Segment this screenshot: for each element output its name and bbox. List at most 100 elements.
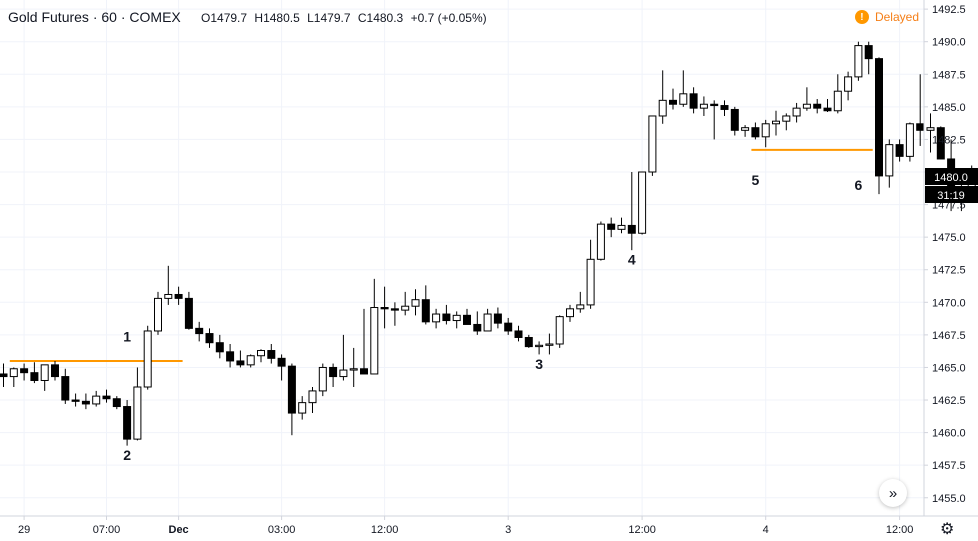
price-tick-label: 1475.0 — [932, 232, 966, 244]
countdown-badge-text: 31:19 — [937, 190, 965, 202]
candle-body-up — [143, 330, 152, 388]
symbol-header[interactable]: Gold Futures · 60 · COMEX — [8, 9, 181, 25]
candle — [751, 122, 760, 140]
candle-body-up — [246, 355, 255, 366]
annotation-label: 6 — [855, 177, 863, 193]
candle — [885, 139, 894, 188]
candle-body-down — [51, 364, 59, 378]
price-tick-label: 1457.5 — [932, 460, 966, 472]
candle-body-down — [504, 322, 513, 332]
candle — [699, 96, 708, 116]
candle — [813, 99, 822, 114]
candle-body-down — [102, 395, 111, 400]
candle-body-down — [71, 399, 80, 402]
time-axis[interactable]: 29 07:00 Dec 03:00 12:00 3 12:00 4 12:00 — [18, 516, 913, 536]
price-tick-label: 1460.0 — [932, 428, 966, 440]
price-axis[interactable]: 1455.0 1457.5 1460.0 1462.5 1465.0 1467.5 1470… — [924, 4, 966, 505]
high-value: 1480.5 — [263, 11, 300, 25]
close-value: 1480.3 — [366, 11, 404, 25]
price-tick-label: 1472.5 — [932, 265, 966, 277]
candle-body-down — [524, 336, 533, 348]
candle-body-down — [184, 297, 193, 329]
low-label: L — [307, 11, 314, 25]
candle — [493, 307, 502, 329]
annotation-label: 1 — [123, 328, 131, 344]
candle — [463, 308, 471, 325]
candle — [143, 325, 152, 390]
candle-body-down — [875, 58, 883, 177]
candle-body-down — [277, 357, 286, 367]
gear-icon[interactable]: ⚙ — [940, 521, 955, 538]
candle — [473, 311, 482, 335]
candle — [916, 74, 925, 146]
candle — [81, 393, 90, 410]
candle — [257, 349, 265, 363]
price-badge-price: 1480.0 — [934, 172, 968, 184]
candle-body-up — [586, 258, 595, 306]
candle-body-down — [493, 313, 502, 324]
candle — [112, 396, 121, 410]
candle — [772, 110, 780, 136]
candle-body-down — [205, 333, 214, 344]
candle-body-up — [741, 127, 750, 131]
candle — [555, 315, 564, 348]
candle-body-up — [411, 299, 420, 307]
annotations: 1 2 3 4 5 6 — [123, 172, 862, 463]
candle-body-up — [339, 369, 348, 378]
candle-body-up — [885, 144, 894, 177]
candle-body-down — [627, 224, 636, 234]
time-tick-label: 29 — [18, 524, 30, 536]
candle-body-down — [710, 103, 719, 107]
candle — [504, 317, 513, 335]
candle-body-down — [514, 330, 523, 338]
time-tick-label: 12:00 — [371, 524, 399, 536]
time-tick-label: 4 — [763, 524, 769, 536]
candle — [102, 389, 111, 403]
candle-body-down — [823, 107, 832, 112]
low-value: 1479.7 — [313, 11, 351, 25]
candle-body-up — [483, 313, 492, 332]
candle-body-down — [864, 45, 873, 60]
candle — [710, 100, 719, 140]
candle — [936, 126, 945, 160]
candle-body-up — [164, 293, 173, 299]
price-badge-bg — [925, 168, 978, 185]
candle-body-up — [844, 76, 853, 92]
candle-body-down — [195, 327, 204, 335]
countdown-badge-bg — [925, 186, 978, 203]
candle — [421, 285, 430, 325]
candle-body-down — [20, 368, 29, 374]
candle — [730, 106, 739, 136]
delayed-indicator[interactable]: ! Delayed — [854, 10, 919, 24]
candle-body-down — [916, 123, 925, 131]
candle — [0, 363, 8, 387]
candle — [401, 291, 410, 316]
candle — [349, 347, 358, 387]
candle — [864, 41, 873, 75]
open-label: O — [201, 11, 211, 25]
candle — [370, 278, 379, 375]
symbol-name[interactable]: Gold Futures — [8, 9, 89, 25]
level-lines — [9, 148, 873, 362]
time-tick-label: 07:00 — [93, 524, 121, 536]
interval[interactable]: 60 — [101, 9, 117, 25]
annotation-label: 5 — [752, 172, 760, 188]
candle-body-down — [236, 360, 245, 366]
close-label: C — [357, 11, 367, 25]
candle-body-up — [679, 93, 688, 105]
candle-body-up — [370, 307, 379, 375]
ohlc-legend: O1479.7 H1480.5 L1479.7 C1480.3 +0.7 (+0… — [201, 11, 491, 25]
price-tick-label: 1485.0 — [932, 102, 966, 114]
candle — [215, 334, 224, 359]
price-tick-label: 1467.5 — [932, 330, 966, 342]
candle — [638, 171, 647, 235]
candle — [741, 125, 750, 137]
candle-body-up — [545, 343, 554, 346]
scroll-to-realtime-button[interactable]: » — [879, 479, 907, 507]
candle — [782, 113, 791, 131]
price-tick-label: 1465.0 — [932, 362, 966, 374]
candle-body-up — [926, 127, 935, 131]
change-value: +0.7 (+0.05%) — [410, 11, 487, 25]
candle — [905, 122, 914, 162]
